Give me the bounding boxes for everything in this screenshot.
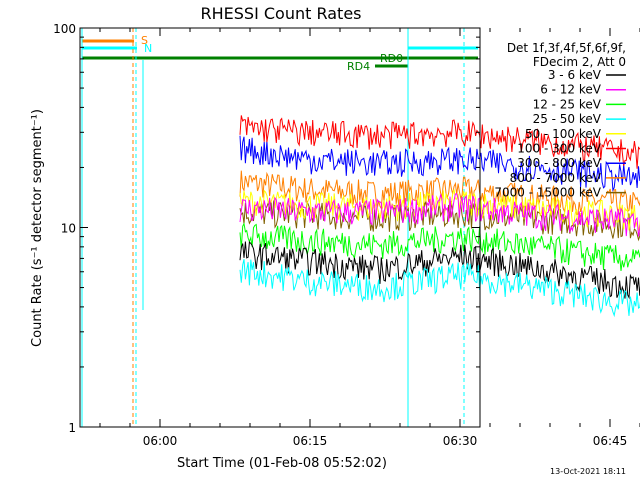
footer-timestamp: 13-Oct-2021 18:11 bbox=[550, 467, 626, 476]
x-tick-label-1: 06:15 bbox=[293, 434, 328, 448]
y-axis-label: Count Rate (s⁻¹ detector segment⁻¹) bbox=[30, 109, 45, 347]
legend: Det 1f,3f,4f,5f,6f,9f, FDecim 2, Att 0 3… bbox=[494, 41, 626, 200]
series-line-8 bbox=[239, 200, 640, 242]
legend-label-1: 6 - 12 keV bbox=[540, 83, 602, 97]
x-axis-label: Start Time (01-Feb-08 05:52:02) bbox=[177, 456, 387, 471]
x-tick-label-0: 06:00 bbox=[143, 434, 178, 448]
legend-label-5: 100 - 300 keV bbox=[517, 142, 601, 156]
annotation-rd4: RD4 bbox=[347, 60, 370, 73]
chart-title: RHESSI Count Rates bbox=[201, 4, 362, 23]
plot-marks bbox=[81, 28, 640, 427]
legend-label-7: 800 - 7000 keV bbox=[510, 171, 602, 185]
y-tick-label-1: 10 bbox=[61, 222, 76, 236]
series-line-1 bbox=[239, 193, 640, 237]
annotation-s: S bbox=[141, 34, 148, 47]
annotation-rd0: RD0 bbox=[380, 52, 403, 65]
legend-header-line-1: Det 1f,3f,4f,5f,6f,9f, bbox=[507, 41, 626, 55]
legend-label-2: 12 - 25 keV bbox=[533, 97, 602, 111]
y-tick-label-0: 1 bbox=[68, 421, 76, 435]
legend-label-6: 300 - 800 keV bbox=[517, 156, 601, 170]
annotation-n: N bbox=[144, 42, 152, 55]
legend-label-0: 3 - 6 keV bbox=[548, 68, 602, 82]
series-line-3 bbox=[239, 259, 640, 318]
x-tick-label-2: 06:30 bbox=[443, 434, 478, 448]
x-tick-label-3: 06:45 bbox=[593, 434, 628, 448]
series-line-4 bbox=[239, 189, 640, 231]
series-line-2 bbox=[239, 222, 640, 272]
y-tick-label-2: 100 bbox=[53, 22, 76, 36]
series-line-5 bbox=[239, 115, 640, 169]
legend-label-3: 25 - 50 keV bbox=[533, 112, 602, 126]
y-axis-ticks: 1 10 100 bbox=[53, 22, 480, 435]
legend-label-4: 50 - 100 keV bbox=[525, 127, 602, 141]
series-line-0 bbox=[239, 241, 640, 300]
legend-header-line-2: FDecim 2, Att 0 bbox=[533, 55, 626, 69]
legend-label-8: 7000 - 15000 keV bbox=[494, 186, 601, 200]
series-line-6 bbox=[239, 135, 640, 192]
